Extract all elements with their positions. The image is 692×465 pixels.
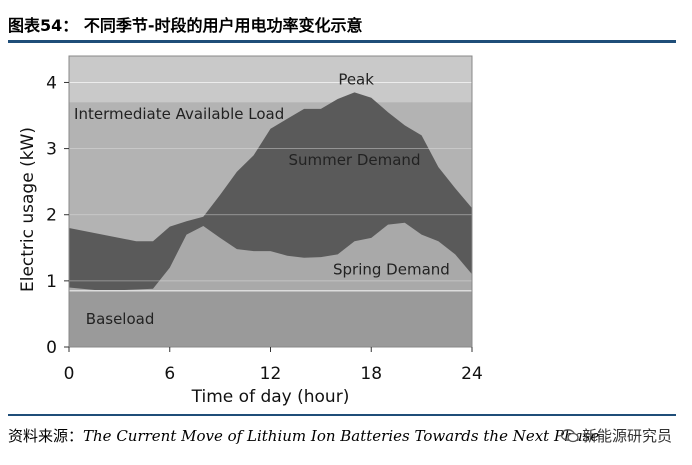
y-tick-4: 4: [46, 73, 57, 93]
baseload-label: Baseload: [86, 310, 155, 328]
y-axis-title: Electric usage (kW): [18, 127, 38, 292]
x-axis-title: Time of day (hour): [191, 387, 350, 407]
y-tick-3: 3: [46, 140, 57, 160]
intermediate-label: Intermediate Available Load: [74, 105, 284, 123]
watermark-text: 新能源研究员: [581, 427, 672, 445]
source-rule: [8, 414, 676, 416]
x-tick-12: 12: [260, 364, 282, 384]
source-note: 资料来源：The Current Move of Lithium Ion Bat…: [8, 425, 599, 446]
summer-demand-label: Summer Demand: [288, 151, 420, 169]
x-tick-24: 24: [461, 364, 483, 384]
area-layers: [69, 82, 472, 348]
peak-annotation: Peak: [338, 70, 374, 88]
y-tick-1: 1: [46, 272, 57, 292]
source-text: The Current Move of Lithium Ion Batterie…: [83, 427, 600, 445]
baseload-area: [69, 290, 472, 347]
source-label: 资料来源：: [8, 427, 84, 445]
watermark: 新能源研究员: [560, 425, 672, 446]
figure-title: 图表54： 不同季节-时段的用户用电功率变化示意: [8, 16, 363, 35]
x-tick-0: 0: [64, 364, 75, 384]
title-rule: [8, 40, 676, 43]
y-tick-2: 2: [46, 206, 57, 226]
x-tick-6: 6: [164, 364, 175, 384]
wechat-icon: [560, 429, 579, 443]
y-tick-0: 0: [46, 338, 57, 358]
spring-demand-label: Spring Demand: [333, 260, 450, 278]
x-tick-18: 18: [360, 364, 382, 384]
